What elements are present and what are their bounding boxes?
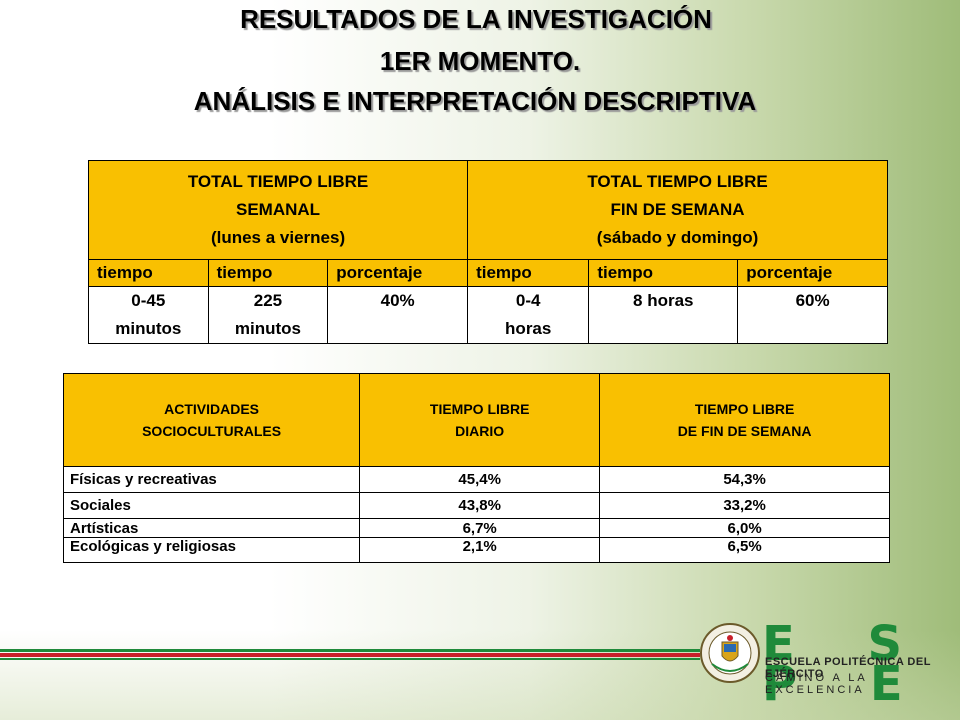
- cell-line: minutos: [234, 319, 301, 338]
- header-weekend: TIEMPO LIBRE DE FIN DE SEMANA: [599, 373, 890, 467]
- table-row: Sociales 43,8% 33,2%: [62, 492, 890, 519]
- activity-name: Sociales: [62, 492, 361, 519]
- header-weekly-line: (lunes a viernes): [210, 228, 346, 247]
- cell-line: 0-45: [131, 291, 166, 310]
- data-cell: 0-4 horas: [467, 286, 590, 344]
- background-gradient: [0, 630, 960, 720]
- header-weekly-line: TOTAL TIEMPO LIBRE: [187, 172, 369, 191]
- espe-subtitle: ESCUELA POLITÉCNICA DEL EJÉRCITO: [765, 656, 931, 680]
- subheader-cell: porcentaje: [737, 259, 888, 287]
- header-line: DIARIO: [455, 423, 505, 439]
- espe-seal-icon: [700, 623, 760, 683]
- daily-value: 2,1%: [359, 537, 601, 563]
- subheader-cell: tiempo: [207, 259, 329, 287]
- activities-table: ACTIVIDADES SOCIOCULTURALES TIEMPO LIBRE…: [62, 373, 890, 563]
- header-daily: TIEMPO LIBRE DIARIO: [359, 373, 601, 467]
- subheader-cell: tiempo: [88, 259, 209, 287]
- cell-line: horas: [505, 319, 552, 338]
- cell-line: minutos: [115, 319, 182, 338]
- cell-line: 8 horas: [633, 291, 694, 310]
- data-cell: 60%: [737, 286, 888, 344]
- header-weekend-line: (sábado y domingo): [596, 228, 759, 247]
- header-weekly-line: SEMANAL: [236, 200, 321, 219]
- subheader-cell: porcentaje: [327, 259, 469, 287]
- header-weekend-line: FIN DE SEMANA: [610, 200, 745, 219]
- subheader-cell: tiempo: [467, 259, 590, 287]
- data-cell: 0-45 minutos: [88, 286, 209, 344]
- daily-value: 45,4%: [359, 466, 601, 493]
- header-line: TIEMPO LIBRE: [694, 401, 795, 417]
- daily-value: 6,7%: [359, 518, 601, 538]
- cell-line: 0-4: [515, 291, 541, 310]
- header-line: ACTIVIDADES: [164, 401, 260, 417]
- cell-line: 225: [253, 291, 283, 310]
- table-row: Ecológicas y religiosas 2,1% 6,5%: [62, 537, 890, 563]
- table-row: Físicas y recreativas 45,4% 54,3%: [62, 466, 890, 493]
- free-time-table: TOTAL TIEMPO LIBRE SEMANAL (lunes a vier…: [87, 160, 888, 344]
- weekend-value: 6,5%: [599, 537, 890, 563]
- header-line: SOCIOCULTURALES: [142, 423, 282, 439]
- header-activities: ACTIVIDADES SOCIOCULTURALES: [62, 373, 361, 467]
- header-weekly: TOTAL TIEMPO LIBRE SEMANAL (lunes a vier…: [87, 160, 469, 260]
- header-weekend-line: TOTAL TIEMPO LIBRE: [587, 172, 768, 191]
- activity-name: Ecológicas y religiosas: [62, 537, 361, 563]
- page-title: RESULTADOS DE LA INVESTIGACIÓN: [240, 4, 712, 34]
- daily-value: 43,8%: [359, 492, 601, 519]
- table-row: Artísticas 6,7% 6,0%: [62, 518, 890, 538]
- activity-name: Físicas y recreativas: [62, 466, 361, 493]
- activity-name: Artísticas: [62, 518, 361, 538]
- header-line: TIEMPO LIBRE: [429, 401, 530, 417]
- data-cell: 40%: [327, 286, 469, 344]
- header-weekend: TOTAL TIEMPO LIBRE FIN DE SEMANA (sábado…: [467, 160, 888, 260]
- page-subtitle-2: ANÁLISIS E INTERPRETACIÓN DESCRIPTIVA: [193, 86, 757, 116]
- weekend-value: 33,2%: [599, 492, 890, 519]
- data-cell: 8 horas: [588, 286, 739, 344]
- weekend-value: 6,0%: [599, 518, 890, 538]
- data-cell: 225 minutos: [207, 286, 329, 344]
- weekend-value: 54,3%: [599, 466, 890, 493]
- cell-line: 60%: [795, 291, 830, 310]
- header-line: DE FIN DE SEMANA: [677, 423, 812, 439]
- page-subtitle: 1ER MOMENTO.: [379, 46, 581, 76]
- cell-line: 40%: [380, 291, 415, 310]
- subheader-cell: tiempo: [588, 259, 739, 287]
- espe-motto: CAMINO A LA EXCELENCIA: [765, 672, 868, 696]
- espe-logo-text: E S P E: [762, 616, 931, 712]
